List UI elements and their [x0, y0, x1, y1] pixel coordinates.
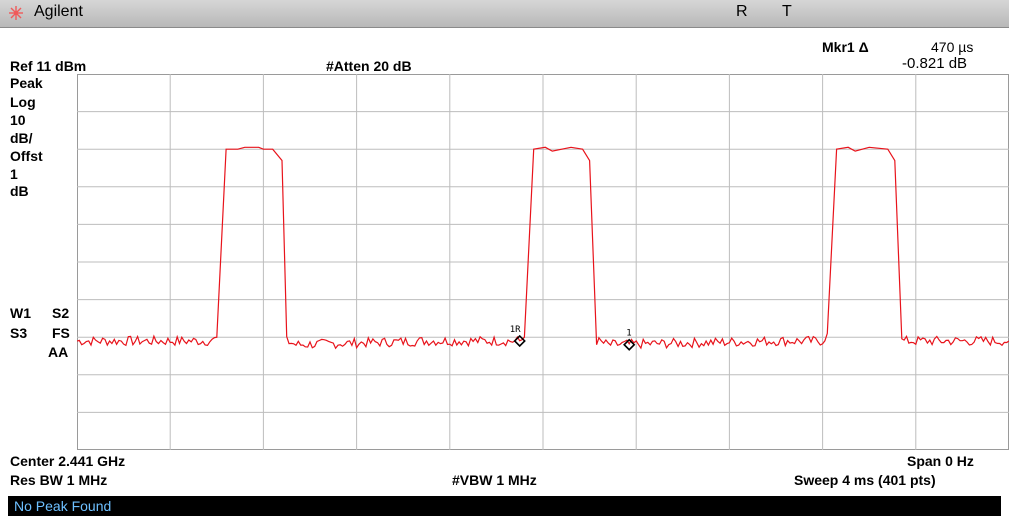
- trace-aa-label: AA: [48, 344, 69, 360]
- trace-s2-label: S2: [52, 305, 70, 321]
- scale-type-label: Log: [10, 94, 36, 110]
- offset-unit-label: dB: [10, 183, 29, 199]
- title-bar: Agilent R T: [0, 0, 1009, 28]
- marker-1r-diamond[interactable]: [513, 334, 526, 348]
- marker-1r-label: 1R: [510, 325, 521, 335]
- graticule-grid: [77, 74, 1009, 450]
- scale-value-label: 10: [10, 112, 26, 128]
- marker-layer: 1R 1: [510, 325, 636, 351]
- trace-s3-label: S3: [10, 325, 28, 341]
- status-bar: No Peak Found: [8, 496, 1001, 516]
- trace-fs-label: FS: [52, 325, 70, 341]
- ref-level: Ref 11 dBm: [10, 58, 87, 74]
- scale-unit-label: dB/: [10, 130, 33, 146]
- trace-display[interactable]: 1R 1: [77, 74, 1009, 450]
- agilent-logo-icon: [9, 6, 23, 20]
- trace-w1-label: W1: [10, 305, 31, 321]
- trigger-indicator: T: [782, 3, 792, 20]
- sweep-time: Sweep 4 ms (401 pts): [794, 472, 936, 488]
- brand-name: Agilent: [34, 3, 83, 20]
- center-frequency: Center 2.441 GHz: [10, 453, 126, 469]
- status-message: No Peak Found: [14, 498, 112, 514]
- trace-line: [77, 146, 1009, 350]
- resolution-bandwidth: Res BW 1 MHz: [10, 472, 108, 488]
- attenuation: #Atten 20 dB: [326, 58, 412, 74]
- detector-label: Peak: [10, 75, 43, 91]
- marker-1-label: 1: [626, 329, 631, 339]
- marker-time: 470 µs: [931, 39, 974, 55]
- marker-delta-value: -0.821 dB: [902, 55, 968, 72]
- marker-label: Mkr1 Δ: [822, 39, 869, 55]
- offset-label: Offst: [10, 148, 43, 164]
- span: Span 0 Hz: [907, 453, 974, 469]
- offset-value-label: 1: [10, 166, 18, 182]
- remote-indicator: R: [736, 3, 748, 20]
- marker-1-diamond[interactable]: [623, 338, 636, 351]
- video-bandwidth: #VBW 1 MHz: [452, 472, 537, 488]
